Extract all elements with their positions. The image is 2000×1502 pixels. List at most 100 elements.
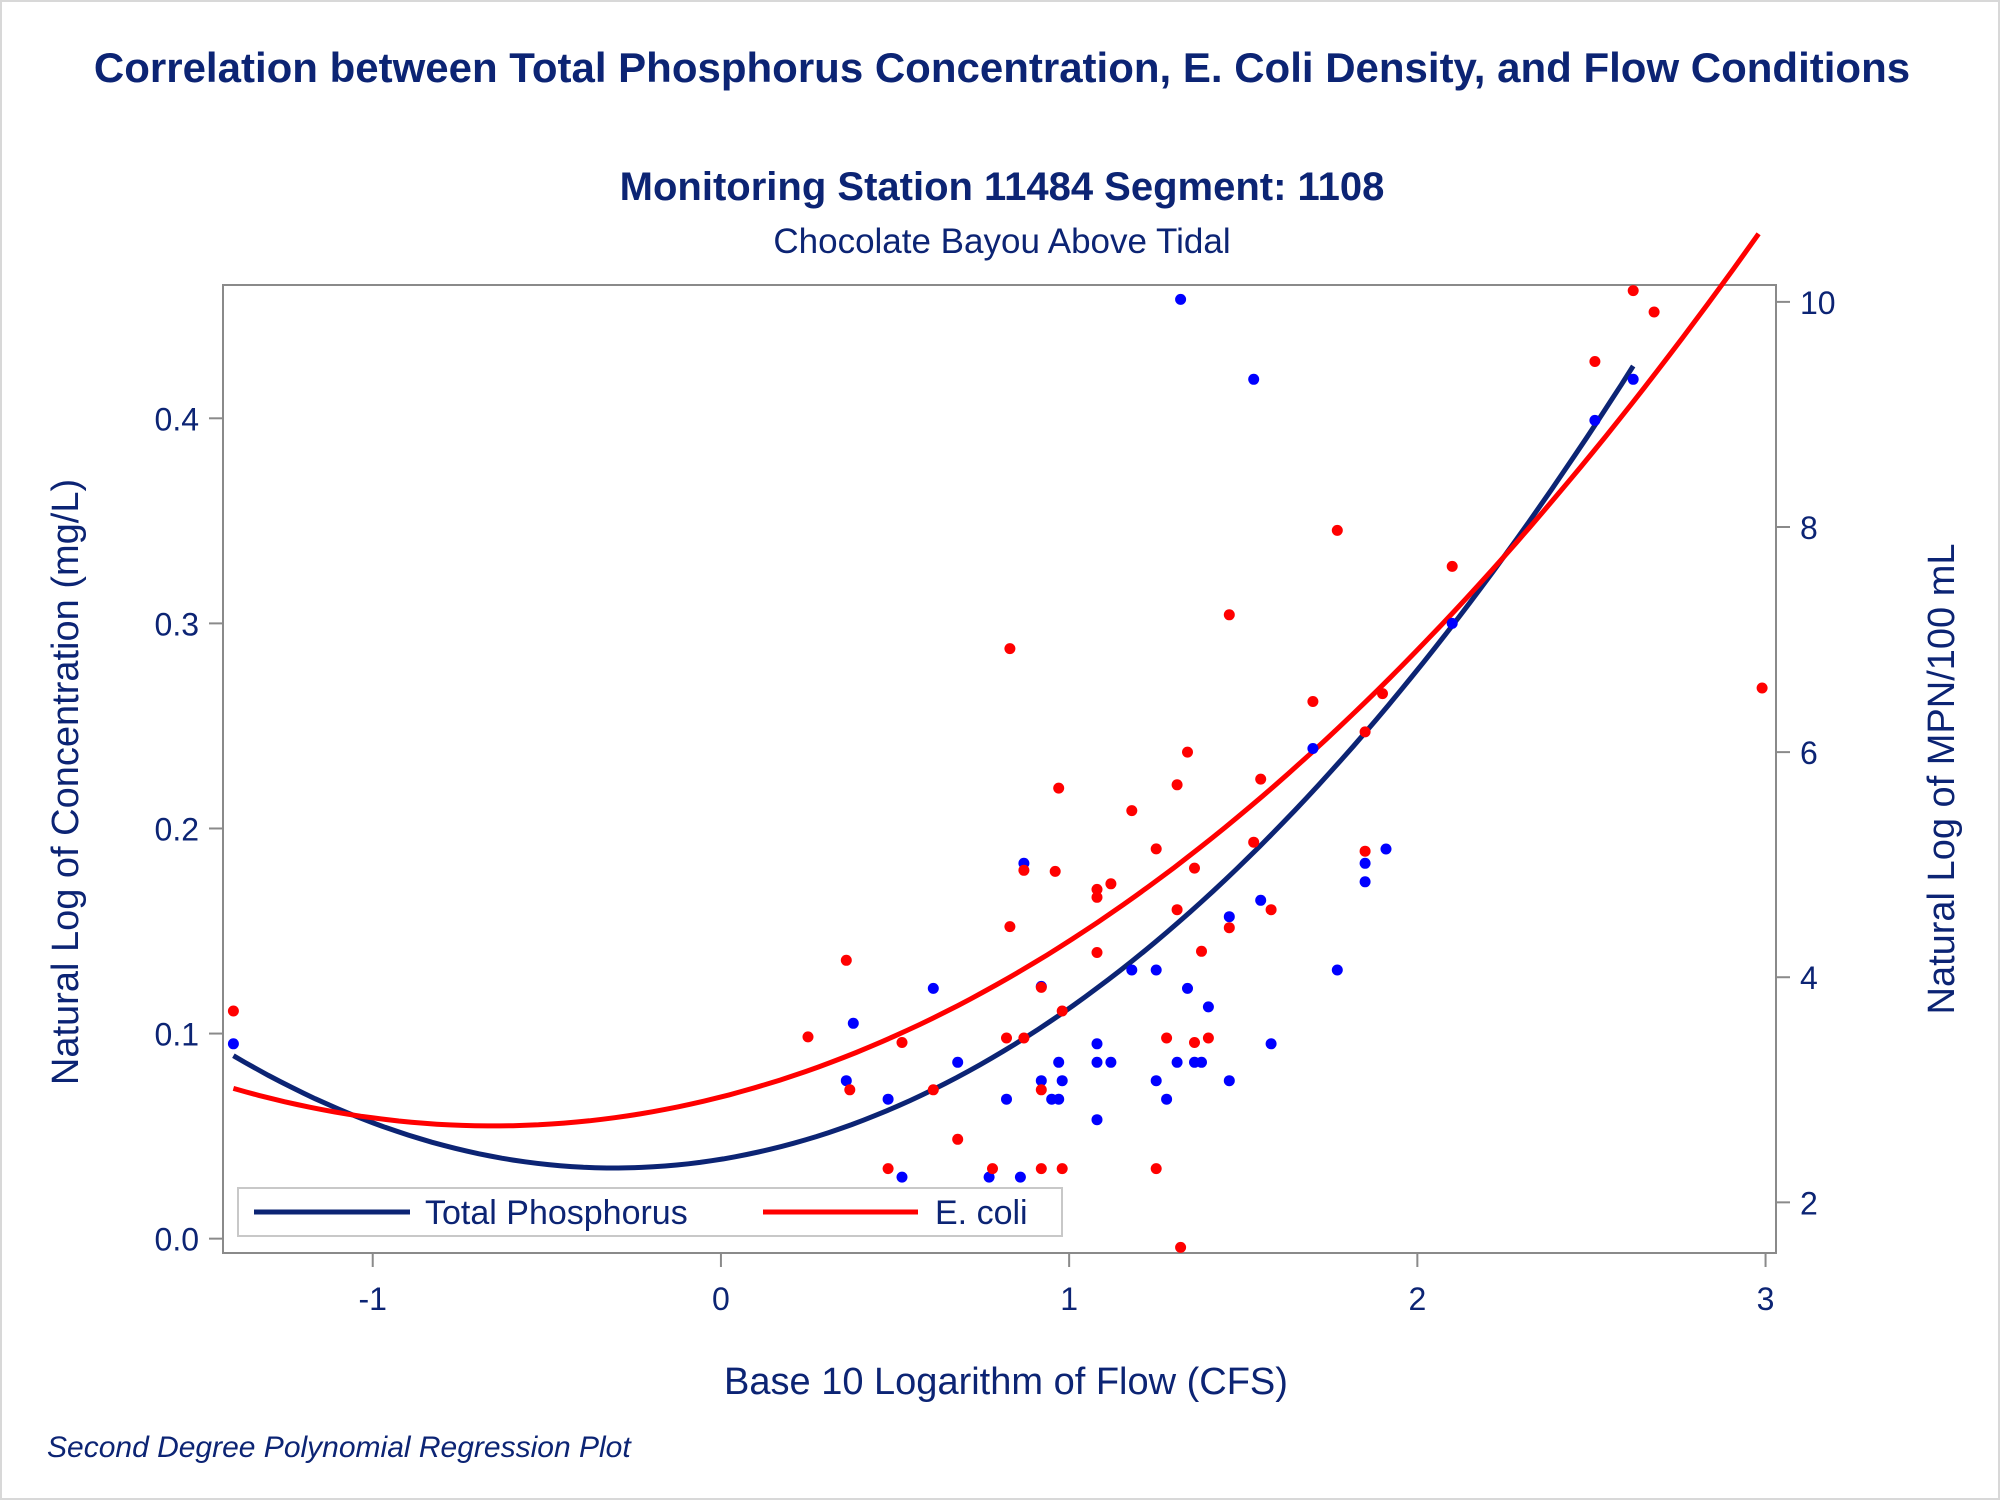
data-point-e-coli (844, 1084, 856, 1096)
data-point-e-coli (1446, 560, 1458, 572)
data-point-e-coli (1171, 904, 1183, 916)
data-point-total-phosphorus (1380, 843, 1392, 855)
data-point-e-coli (802, 1031, 814, 1043)
data-point-e-coli (927, 1084, 939, 1096)
data-point-total-phosphorus (1150, 1075, 1162, 1087)
chart-subtitle: Monitoring Station 11484 Segment: 1108 (619, 165, 1385, 209)
data-point-total-phosphorus (840, 1075, 852, 1087)
data-point-total-phosphorus (1446, 617, 1458, 629)
data-point-e-coli (1255, 773, 1267, 785)
data-point-total-phosphorus (1255, 894, 1267, 906)
chart-title: Correlation between Total Phosphorus Con… (93, 44, 1911, 91)
data-point-e-coli (1018, 864, 1030, 876)
data-point-total-phosphorus (1105, 1056, 1117, 1068)
data-point-e-coli (1756, 682, 1768, 694)
data-point-e-coli (1648, 306, 1660, 318)
data-point-total-phosphorus (927, 982, 939, 994)
data-point-total-phosphorus (1014, 1171, 1026, 1183)
data-point-total-phosphorus (1196, 1056, 1207, 1068)
y-axis-label: Natural Log of Concentration (mg/L) (45, 479, 87, 1085)
axes-layer: -1 0 1 2 3 0.0 0.1 0.2 0.3 0.4 2 4 6 8 10 (155, 285, 1836, 1317)
data-point-e-coli (1377, 688, 1388, 700)
data-point-total-phosphorus (847, 1017, 859, 1029)
data-point-e-coli (1001, 1032, 1012, 1044)
data-point-total-phosphorus (1175, 293, 1187, 305)
data-point-e-coli (1161, 1032, 1173, 1044)
data-point-e-coli (1150, 843, 1162, 855)
data-point-e-coli (1248, 836, 1260, 848)
data-point-total-phosphorus (882, 1093, 894, 1105)
data-point-total-phosphorus (1223, 911, 1235, 923)
data-point-e-coli (1035, 1084, 1047, 1096)
data-point-total-phosphorus (896, 1171, 908, 1183)
data-point-total-phosphorus (1126, 964, 1138, 976)
y2-tick-label: 8 (1800, 510, 1818, 546)
data-point-e-coli (1056, 1005, 1068, 1017)
data-point-e-coli (1223, 922, 1235, 934)
data-point-e-coli (1189, 862, 1200, 874)
data-point-e-coli (1091, 883, 1103, 895)
footnote: Second Degree Polynomial Regression Plot (47, 1431, 631, 1464)
data-point-e-coli (1091, 947, 1103, 958)
y2-tick-label: 6 (1800, 735, 1818, 771)
data-point-e-coli (1359, 845, 1371, 857)
data-point-total-phosphorus (1248, 373, 1260, 385)
plot-border (222, 284, 1777, 1254)
x-tick-label: 2 (1408, 1281, 1426, 1317)
data-point-e-coli (840, 954, 852, 966)
data-point-total-phosphorus (1627, 373, 1639, 385)
data-point-e-coli (1004, 643, 1016, 655)
data-point-total-phosphorus (1359, 857, 1371, 869)
legend-label-e-coli: E. coli (935, 1194, 1028, 1232)
legend-label-total-phosphorus: Total Phosphorus (425, 1194, 688, 1232)
data-point-e-coli (1189, 1037, 1200, 1048)
data-point-total-phosphorus (1589, 414, 1601, 426)
data-point-e-coli (1056, 1163, 1068, 1175)
data-point-e-coli (1091, 891, 1103, 903)
data-point-total-phosphorus (952, 1056, 964, 1068)
data-point-total-phosphorus (1091, 1056, 1103, 1068)
data-point-total-phosphorus (1001, 1093, 1012, 1105)
data-point-e-coli (987, 1163, 998, 1175)
y2-tick-label: 2 (1800, 1185, 1818, 1221)
y2-tick-label: 10 (1800, 285, 1836, 321)
data-point-e-coli (1202, 1032, 1214, 1044)
y-tick-label: 0.4 (155, 401, 199, 437)
data-point-e-coli (952, 1133, 964, 1145)
fit-line-e-coli (232, 232, 1761, 1129)
data-point-e-coli (1627, 285, 1639, 297)
data-point-total-phosphorus (227, 1038, 239, 1050)
data-point-e-coli (1359, 726, 1371, 738)
data-point-total-phosphorus (1359, 876, 1371, 888)
data-point-e-coli (227, 1005, 239, 1017)
data-point-total-phosphorus (1056, 1075, 1068, 1087)
data-point-e-coli (1196, 945, 1207, 957)
data-point-total-phosphorus (983, 1171, 995, 1183)
data-point-e-coli (1035, 981, 1047, 993)
data-point-e-coli (1589, 356, 1601, 367)
data-point-e-coli (1150, 1163, 1162, 1175)
data-point-e-coli (1053, 782, 1065, 794)
data-point-e-coli (1175, 1241, 1187, 1253)
data-point-e-coli (1265, 904, 1277, 916)
data-point-total-phosphorus (1091, 1038, 1103, 1050)
x-axis-label: Base 10 Logarithm of Flow (CFS) (724, 1361, 1288, 1403)
fit-line-total-phosphorus (232, 364, 1636, 1171)
x-tick-label: -1 (359, 1281, 387, 1317)
data-point-total-phosphorus (1161, 1093, 1173, 1105)
data-point-e-coli (1307, 696, 1319, 707)
data-point-e-coli (1223, 609, 1235, 621)
data-point-total-phosphorus (1091, 1114, 1103, 1126)
data-point-total-phosphorus (1150, 964, 1162, 976)
y2-axis-label: Natural Log of MPN/100 mL (1921, 543, 1963, 1014)
y-tick-label: 0.3 (155, 606, 199, 642)
data-point-total-phosphorus (1265, 1038, 1277, 1050)
data-point-total-phosphorus (1182, 982, 1193, 994)
x-tick-label: 1 (1060, 1281, 1078, 1317)
data-point-total-phosphorus (1223, 1075, 1235, 1087)
y-tick-label: 0.1 (155, 1017, 199, 1053)
x-tick-label: 0 (712, 1281, 730, 1317)
data-point-e-coli (1049, 865, 1061, 877)
y-tick-label: 0.0 (155, 1222, 199, 1258)
